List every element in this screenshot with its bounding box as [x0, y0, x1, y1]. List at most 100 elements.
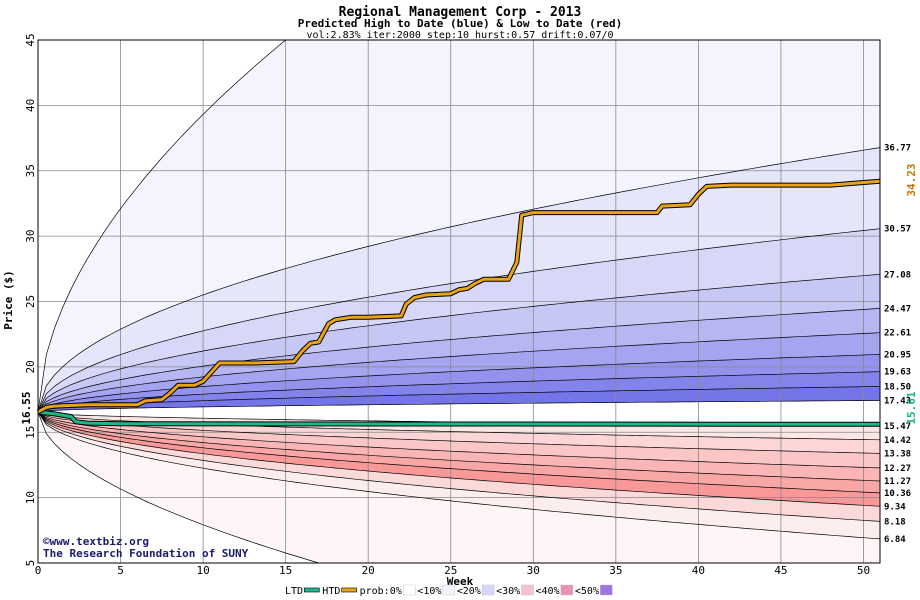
right-quantile-label: 24.47: [884, 304, 911, 314]
high-quantile-line: [37, 386, 881, 413]
legend-swatch: [481, 584, 495, 596]
low-quantile-line: [37, 411, 881, 507]
credit-website: ©www.textbiz.org: [43, 535, 149, 548]
legend-label: <20%: [457, 586, 481, 597]
low-quantile-line: [37, 411, 881, 540]
legend-swatch: [341, 587, 357, 593]
right-quantile-label: 12.27: [884, 464, 911, 474]
legend-swatch: [521, 584, 534, 596]
y-tick-label: 35: [24, 164, 37, 177]
x-tick-label: 20: [362, 564, 375, 577]
x-axis-ticks: 0 5 10 15 20 25 30 35 40 45 50: [35, 564, 870, 577]
legend-swatch: [442, 584, 455, 596]
legend-label: <50%: [575, 586, 599, 597]
low-band: [38, 412, 880, 563]
legend-swatch: [560, 584, 574, 596]
legend-label: <40%: [536, 586, 560, 597]
low-band: [38, 412, 880, 481]
credit-foundation: The Research Foundation of SUNY: [43, 547, 249, 560]
x-tick-label: 45: [774, 564, 787, 577]
x-axis-label: Week: [447, 575, 474, 588]
y-tick-label: 45: [24, 33, 37, 46]
high-quantile-line: [37, 332, 881, 413]
low-quantile-line: [37, 411, 881, 454]
high-quantile-line: [37, 308, 881, 413]
x-tick-label: 25: [444, 564, 457, 577]
right-quantile-label: 27.08: [884, 270, 911, 280]
legend-swatch: [303, 587, 320, 593]
x-tick-label: 10: [196, 564, 209, 577]
right-quantile-label: 20.95: [884, 350, 911, 360]
low-band: [38, 412, 880, 507]
plot-border: [37, 39, 881, 564]
chart-title: Regional Management Corp - 2013: [339, 5, 582, 20]
right-quantile-label: 19.63: [884, 368, 911, 378]
right-quantile-label: 8.18: [884, 517, 906, 527]
low-band: [38, 412, 880, 493]
series-lines: [36, 178, 881, 427]
legend-label: prob:0%: [360, 586, 402, 597]
right-quantile-label: 30.57: [884, 225, 911, 235]
right-quantile-label: 14.42: [884, 436, 911, 446]
right-quantile-labels: 36.77 30.57 27.08 24.47 22.61 20.95 19.63 18.50…: [884, 144, 911, 545]
legend: LTD HTD prob:0% <10% <20% <30% <40% <50%: [285, 584, 613, 597]
high-band: [38, 386, 880, 412]
right-quantile-label: 9.34: [884, 502, 906, 512]
x-tick-label: 15: [279, 564, 292, 577]
middle-band: [38, 400, 880, 427]
x-tick-label: 0: [35, 564, 42, 577]
low-band: [38, 412, 880, 522]
htd-line: [37, 179, 881, 414]
y-tick-label: 40: [24, 99, 37, 112]
high-band: [38, 228, 880, 412]
low-band: [38, 412, 880, 454]
y-tick-label: 15: [24, 426, 37, 439]
low-quantile-line: [37, 411, 881, 469]
legend-label: <30%: [496, 586, 520, 597]
high-band: [38, 147, 880, 412]
x-tick-label: 50: [857, 564, 870, 577]
y-axis-ticks: 5 10 15 20 25 30 35 40 45: [24, 33, 37, 566]
chart-params: vol:2.83% iter:2000 step:10 hurst:0.57 d…: [306, 30, 613, 41]
high-band: [38, 308, 880, 412]
low-quantile-line: [37, 411, 881, 482]
right-quantile-label: 18.50: [884, 382, 911, 392]
right-quantile-label: 6.84: [884, 535, 906, 545]
high-band: [38, 332, 880, 412]
y-axis-label: Price ($): [2, 270, 15, 330]
legend-label: HTD: [322, 586, 340, 597]
high-quantile-line: [37, 400, 880, 413]
y-tick-label: 20: [24, 360, 37, 373]
high-band: [38, 274, 880, 412]
plot-frame: [37, 39, 881, 564]
low-quantile-line: [37, 411, 881, 494]
right-quantile-label: 13.38: [884, 449, 911, 459]
chart-subtitle: Predicted High to Date (blue) & Low to D…: [298, 17, 623, 30]
right-quantile-label: 15.47: [884, 422, 911, 432]
start-price-label: 16.55: [20, 391, 33, 424]
ltd-line: [37, 410, 881, 426]
right-quantile-label: 36.77: [884, 144, 911, 154]
legend-label: <10%: [417, 586, 441, 597]
high-quantile-line: [37, 371, 881, 413]
high-quantile-line: [37, 228, 881, 413]
x-tick-label: 40: [692, 564, 705, 577]
legend-swatch: [403, 584, 416, 596]
end-low-label: 15.61: [905, 391, 918, 424]
y-tick-label: 10: [24, 491, 37, 504]
legend-swatch: [600, 584, 613, 596]
low-quantile-line: [37, 411, 881, 522]
right-quantile-label: 11.27: [884, 477, 911, 487]
low-band: [38, 412, 880, 468]
y-tick-label: 30: [24, 230, 37, 243]
high-quantile-line: [37, 147, 881, 413]
right-quantile-label: 22.61: [884, 329, 911, 339]
x-tick-label: 30: [527, 564, 540, 577]
low-band: [38, 412, 880, 539]
high-quantile-line: [37, 273, 881, 413]
high-band: [38, 40, 880, 412]
x-tick-label: 35: [609, 564, 622, 577]
high-band: [38, 371, 880, 412]
y-tick-label: 25: [24, 295, 37, 308]
